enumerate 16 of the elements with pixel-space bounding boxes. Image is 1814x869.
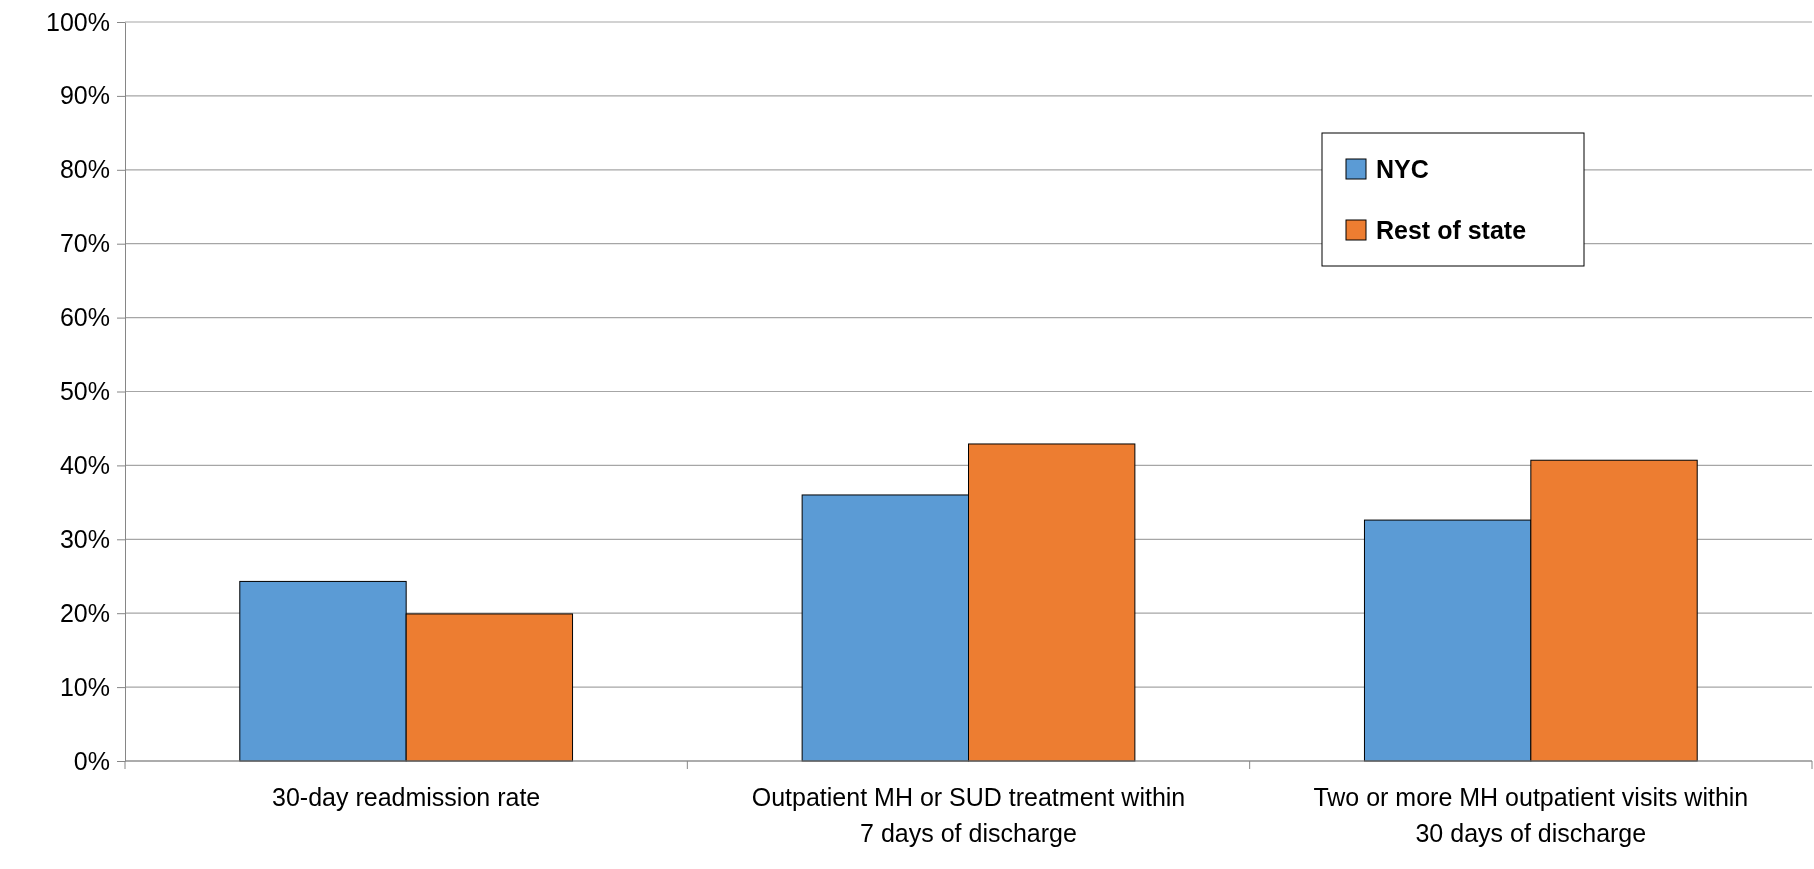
y-tick-label: 0% xyxy=(73,746,110,775)
y-tick-label: 40% xyxy=(59,450,110,479)
y-tick-label: 20% xyxy=(59,598,110,627)
y-tick-label: 90% xyxy=(59,81,110,110)
x-tick-label: Two or more MH outpatient visits within 30 days of discharge xyxy=(1313,783,1749,847)
y-tick-label: 80% xyxy=(59,155,110,184)
y-tick-label: 60% xyxy=(59,303,110,332)
y-tick-label: 100% xyxy=(46,7,110,36)
y-tick-label: 10% xyxy=(59,672,110,701)
y-tick-label: 30% xyxy=(59,524,110,553)
x-tick-label: 30-day readmission rate xyxy=(272,783,541,811)
legend-label: NYC xyxy=(1376,155,1429,183)
y-tick-label: 70% xyxy=(59,229,110,258)
legend-label: Rest of state xyxy=(1376,216,1527,244)
x-tick-label: Outpatient MH or SUD treatment within 7 days of discharge xyxy=(751,783,1186,847)
y-tick-label: 50% xyxy=(59,377,110,405)
